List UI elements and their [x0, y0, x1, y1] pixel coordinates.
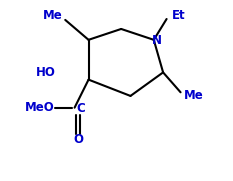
Text: MeO: MeO: [25, 101, 55, 114]
Text: O: O: [73, 132, 83, 146]
Text: Et: Et: [171, 9, 185, 22]
Text: Me: Me: [43, 9, 62, 22]
Text: HO: HO: [35, 66, 55, 79]
Text: N: N: [152, 34, 162, 47]
Text: Me: Me: [184, 89, 203, 102]
Text: C: C: [76, 102, 85, 115]
